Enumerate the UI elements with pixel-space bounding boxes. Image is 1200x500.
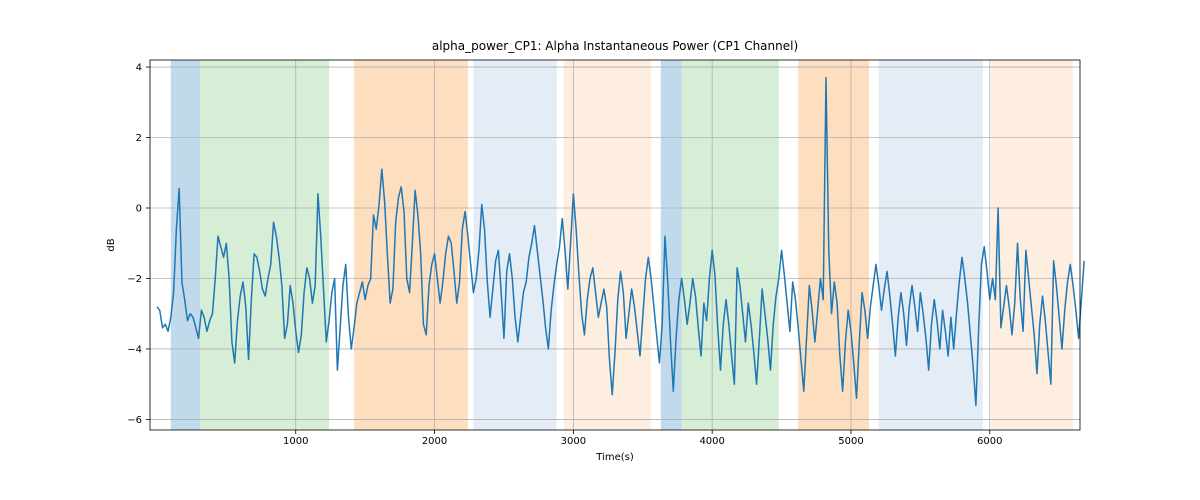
span-region-1 [200,60,329,430]
span-region-8 [879,60,983,430]
ytick-label: −6 [127,415,142,426]
line-chart: 1000 2000 3000 4000 5000 6000 −6 −4 −2 0 2 4 Time(s)… [0,0,1200,500]
span-region-9 [991,60,1073,430]
xtick-label: 3000 [561,436,586,447]
x-axis-label: Time(s) [595,452,634,463]
span-region-6 [682,60,779,430]
chart-container: 1000 2000 3000 4000 5000 6000 −6 −4 −2 0 2 4 Time(s)… [0,0,1200,500]
ytick-label: 2 [136,133,142,144]
ytick-label: −2 [127,274,142,285]
xtick-label: 2000 [422,436,447,447]
chart-title: alpha_power_CP1: Alpha Instantaneous Pow… [432,39,798,53]
ytick-label: 0 [136,204,142,215]
ytick-label: 4 [136,63,142,74]
xtick-label: 6000 [977,436,1002,447]
xtick-label: 4000 [699,436,724,447]
span-region-5 [661,60,682,430]
y-axis-label: dB [106,238,117,251]
xtick-label: 1000 [283,436,308,447]
ytick-label: −4 [127,344,142,355]
xtick-label: 5000 [838,436,863,447]
